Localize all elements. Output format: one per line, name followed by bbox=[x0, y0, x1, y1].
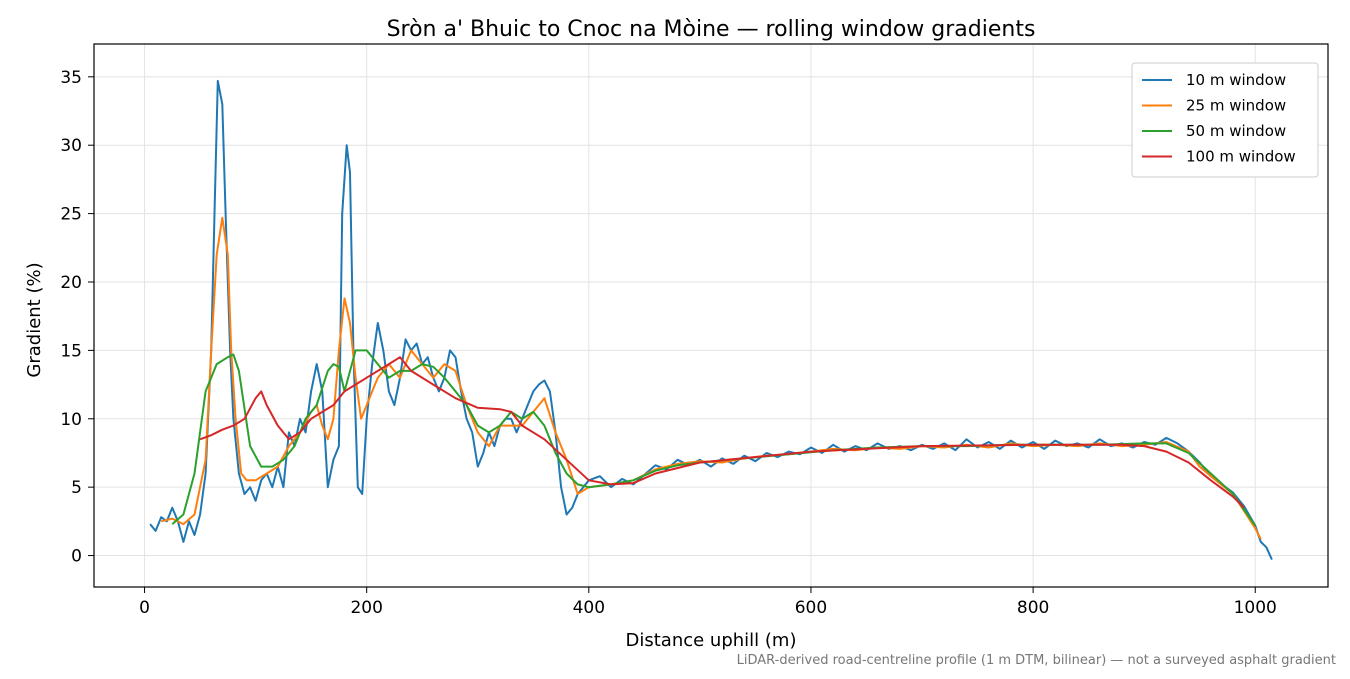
y-tick-label: 20 bbox=[60, 273, 82, 293]
footnote: LiDAR-derived road-centreline profile (1… bbox=[737, 653, 1336, 668]
y-tick-label: 0 bbox=[71, 547, 82, 567]
x-tick-label: 0 bbox=[139, 598, 150, 618]
series-line bbox=[199, 356, 1245, 509]
legend-label: 10 m window bbox=[1186, 71, 1286, 89]
legend-label: 25 m window bbox=[1186, 97, 1286, 115]
y-tick-label: 30 bbox=[60, 136, 82, 156]
legend-label: 50 m window bbox=[1186, 122, 1286, 140]
x-axis-label: Distance uphill (m) bbox=[626, 630, 797, 651]
x-tick-label: 1000 bbox=[1234, 598, 1277, 618]
y-tick-label: 25 bbox=[60, 205, 82, 225]
legend-box bbox=[1131, 62, 1319, 178]
y-axis-label: Gradient (%) bbox=[24, 262, 45, 377]
chart-title: Sròn a' Bhuic to Cnoc na Mòine — rolling… bbox=[387, 17, 1036, 42]
y-tick-label: 10 bbox=[60, 410, 82, 430]
y-tick-label: 15 bbox=[60, 341, 82, 361]
x-tick-label: 600 bbox=[795, 598, 827, 618]
plot-frame bbox=[93, 43, 1329, 588]
y-tick-label: 35 bbox=[60, 68, 82, 88]
x-tick-label: 200 bbox=[350, 598, 382, 618]
y-tick-label: 5 bbox=[71, 478, 82, 498]
legend-label: 100 m window bbox=[1186, 148, 1296, 166]
x-tick-label: 400 bbox=[573, 598, 605, 618]
x-tick-label: 800 bbox=[1017, 598, 1049, 618]
